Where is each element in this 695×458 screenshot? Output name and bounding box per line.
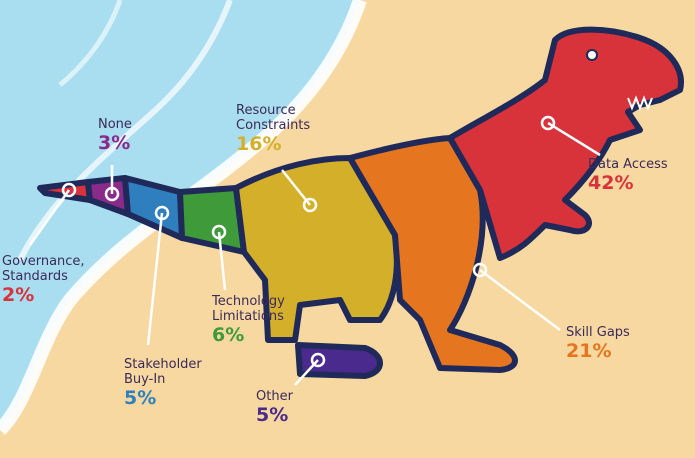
label-none: None 3%: [98, 117, 132, 155]
label-other-percent: 5%: [256, 403, 289, 426]
label-data-access-percent: 42%: [588, 171, 634, 194]
trex-teeth: [627, 95, 653, 111]
leader-dots: [61, 115, 556, 368]
label-stakeholder-buy-in-percent: 5%: [124, 386, 157, 409]
segment-skill: [347, 135, 518, 373]
label-resource-constraints-name-1: Resource: [236, 103, 296, 118]
segment-other: [295, 342, 383, 379]
foam-line-3: [58, 0, 123, 87]
label-resource-constraints: Resource Constraints 16%: [236, 103, 311, 156]
label-technology-limitations-name-2: Limitations: [212, 308, 284, 324]
water: [0, 0, 360, 430]
label-resource-constraints-name-2: Constraints: [236, 117, 311, 133]
label-data-access: Data Access 42%: [588, 157, 668, 195]
label-governance-standards-name-1: Governance,: [2, 254, 85, 269]
label-skill-gaps: Skill Gaps 21%: [566, 325, 630, 363]
label-other: Other 5%: [256, 389, 293, 427]
label-other-name: Other: [256, 389, 293, 404]
label-none-name: None: [98, 117, 132, 132]
label-governance-standards: Governance, Standards 2%: [2, 254, 85, 307]
label-data-access-name: Data Access: [588, 157, 668, 172]
label-technology-limitations-percent: 6%: [212, 323, 245, 346]
label-skill-gaps-percent: 21%: [566, 339, 612, 362]
label-stakeholder-buy-in: Stakeholder Buy-In 5%: [124, 357, 202, 410]
label-governance-standards-percent: 2%: [2, 283, 35, 306]
label-stakeholder-buy-in-name-1: Stakeholder: [124, 357, 202, 372]
label-technology-limitations: Technology Limitations 6%: [212, 294, 285, 347]
label-technology-limitations-name-1: Technology: [212, 294, 285, 309]
trex-eye: [586, 49, 598, 61]
label-skill-gaps-name: Skill Gaps: [566, 325, 630, 340]
label-governance-standards-name-2: Standards: [2, 268, 68, 284]
label-resource-constraints-percent: 16%: [236, 132, 282, 155]
foam-line-2: [17, 0, 233, 262]
trex: [37, 26, 684, 379]
label-stakeholder-buy-in-name-2: Buy-In: [124, 371, 166, 387]
label-none-percent: 3%: [98, 131, 131, 154]
